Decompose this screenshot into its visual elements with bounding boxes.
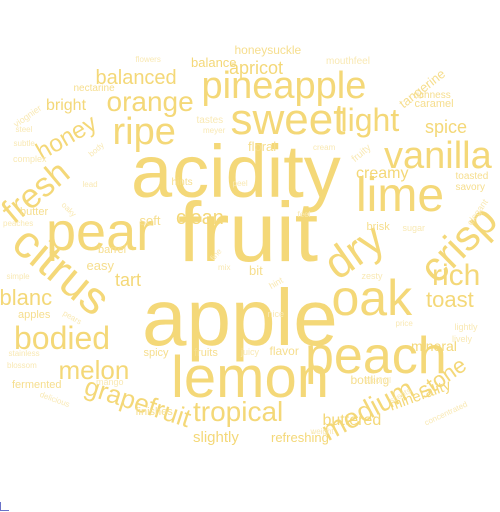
corner-mark [0,502,9,511]
cloud-word: sugar [402,222,426,233]
cloud-word: blanc [0,285,53,310]
cloud-word: spicy [143,346,169,359]
cloud-word: finishes [135,405,173,418]
cloud-word: subtle [13,139,35,148]
cloud-word: floral [248,138,277,154]
cloud-word: mango [96,376,124,387]
cloud-word: spice [425,117,468,137]
cloud-word: caramel [414,97,454,110]
cloud-word: body [86,140,106,159]
cloud-word: bottling [350,373,390,387]
cloud-word: nectarine [73,83,115,94]
cloud-word: bright [46,97,87,114]
cloud-word: balance [191,54,237,70]
cloud-word: orange [106,86,194,117]
cloud-word: bodied [14,320,111,356]
cloud-word: richness [413,90,451,101]
cloud-word: light [340,102,400,138]
cloud-word: tart [115,270,142,290]
cloud-word: buttered [322,412,382,429]
cloud-word: simple [6,272,30,281]
cloud-word: acidity [131,130,341,213]
cloud-word: lightly [454,321,478,332]
cloud-word: apricot [229,58,284,78]
cloud-word: complex [13,153,47,164]
cloud-word: sweet [230,95,346,144]
cloud-word: melon [58,355,130,385]
cloud-word: fruit [178,185,319,279]
cloud-word: bit [249,262,263,278]
cloud-word: weight [310,427,334,436]
cloud-word: fruits [194,346,218,359]
cloud-word: feel [297,210,311,219]
cloud-word: fermented [12,378,62,391]
cloud-word: creamy [356,165,409,182]
cloud-word: peaches [3,219,34,228]
cloud-word: savory [455,182,485,193]
cloud-word: concentrated [423,399,469,428]
cloud-word: lead [82,180,98,189]
cloud-word: toast [426,287,474,312]
cloud-word: toasted [455,171,489,182]
cloud-word: hints [171,177,193,188]
cloud-word: zesty [361,270,383,281]
cloud-word: nice [267,308,285,319]
cloud-word: peach [305,327,447,385]
cloud-word: flowers [135,55,161,64]
cloud-word: meyer [203,126,226,135]
cloud-word: blossom [7,361,37,370]
cloud-word: mix [218,263,231,272]
cloud-word: delicious [38,389,71,410]
cloud-word: peel [232,179,248,188]
cloud-word: pineapple [201,65,367,107]
cloud-word: juicy [241,346,260,357]
cloud-word: butter [20,205,49,218]
cloud-word: cream [313,143,336,152]
cloud-word: clean [176,207,224,229]
cloud-word: tastes [196,115,224,126]
cloud-word: lemon [171,345,329,410]
cloud-word: ripe [112,111,176,153]
cloud-word: alcohol [365,376,391,385]
cloud-word: flavor [269,344,299,358]
cloud-word: easy [86,257,114,273]
cloud-word: oak [331,270,413,326]
cloud-word: fruity [349,142,374,165]
cloud-word: steel [15,125,33,134]
cloud-word: honeysuckle [234,43,302,57]
cloud-word: rich [432,259,481,292]
cloud-word: stainless [8,349,40,358]
cloud-word: brisk [366,220,390,233]
cloud-word: lime [356,169,445,222]
cloud-word: balanced [95,67,177,89]
cloud-word: soft [139,212,161,228]
cloud-word: barrel [98,243,127,256]
cloud-word: apples [18,308,51,321]
cloud-word: mouthfeel [326,56,370,67]
cloud-word: price [395,319,413,328]
cloud-word: tropical [193,396,284,427]
cloud-word: vanilla [384,135,492,177]
cloud-word: apple [142,273,338,362]
cloud-word: slightly [193,428,239,446]
cloud-word: pear [46,202,155,262]
cloud-word: lively [452,333,473,344]
cloud-word: mineral [411,338,457,354]
cloud-word: refreshing [271,429,329,445]
